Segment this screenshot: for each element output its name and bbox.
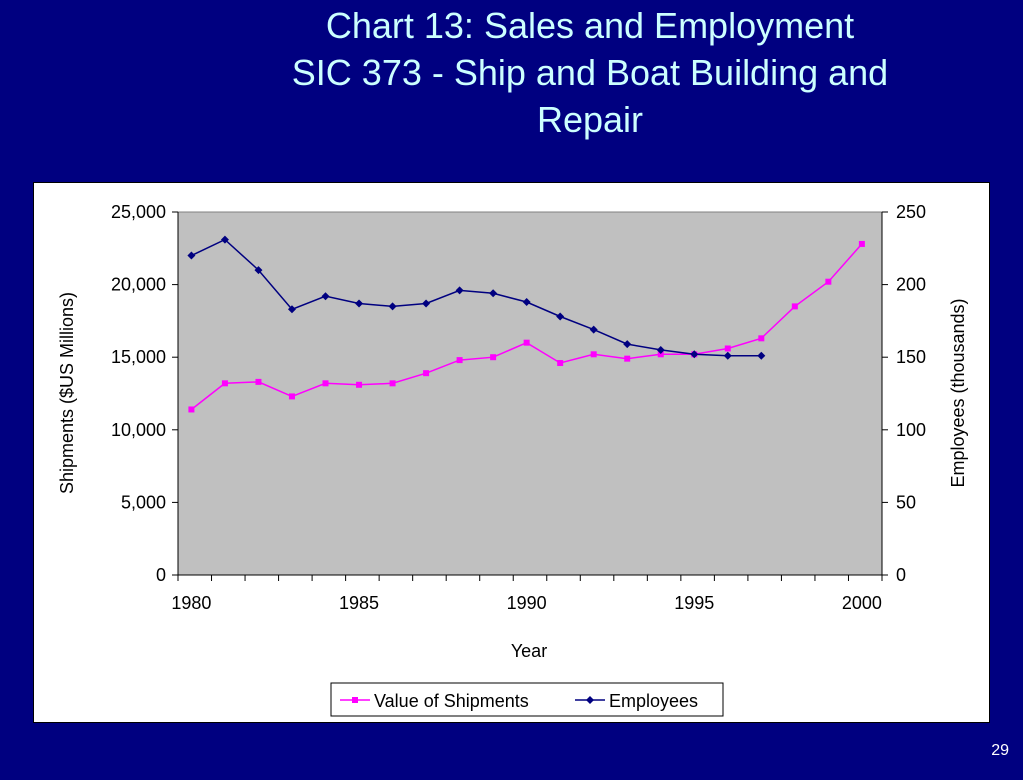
employees-data-point (254, 266, 263, 275)
y-left-tick-label: 25,000 (111, 202, 166, 222)
employees-data-point (656, 345, 665, 354)
employees-data-point (388, 302, 397, 311)
shipments-data-point (758, 335, 765, 342)
shipments-data-point (356, 381, 363, 388)
employees-data-point (220, 235, 229, 244)
y-left-tick-label: 0 (156, 565, 166, 585)
shipments-data-point (858, 240, 865, 247)
x-tick-label: 2000 (842, 593, 882, 613)
legend-shipments-label: Value of Shipments (374, 691, 529, 711)
employees-data-point (287, 305, 296, 314)
x-tick-label: 1980 (171, 593, 211, 613)
y-left-tick-label: 20,000 (111, 275, 166, 295)
shipments-data-point (724, 345, 731, 352)
employees-data-point (757, 351, 766, 360)
employees-data-point (589, 325, 598, 334)
axes: 0 5,000 10,000 15,000 20,000 25,000 0 50 100 150 2… (111, 202, 926, 613)
shipments-data-point (791, 303, 798, 310)
title-line-3: Repair (536, 99, 644, 140)
shipments-data-point (624, 355, 631, 362)
title-line-1: Chart 13: Sales and Employment (325, 5, 855, 46)
shipments-data-point (288, 393, 295, 400)
employees-data-point (623, 340, 632, 349)
sales-employment-chart: 0 5,000 10,000 15,000 20,000 25,000 0 50 100 150 2… (57, 202, 968, 717)
y-axis-left-label: Shipments ($US Millions) (57, 292, 77, 494)
title-line-2: SIC 373 - Ship and Boat Building and (291, 52, 889, 93)
employees-data-point (489, 289, 498, 298)
slide-title: Chart 13: Sales and Employment SIC 373 -… (180, 2, 1000, 143)
x-tick-label: 1985 (339, 593, 379, 613)
legend-shipments-marker (352, 697, 358, 703)
shipments-data-point (523, 339, 530, 346)
y-right-tick-label: 250 (896, 202, 926, 222)
employees-data-point (723, 351, 732, 360)
plot-area (177, 211, 883, 576)
x-tick-label: 1995 (674, 593, 714, 613)
shipments-data-point (322, 380, 329, 387)
employees-data-point (455, 286, 464, 295)
employees-data-point (187, 251, 196, 260)
shipments-data-point (255, 378, 262, 385)
employees-data-point (355, 299, 364, 308)
shipments-data-point (456, 357, 463, 364)
employees-data-point (556, 312, 565, 321)
employees-data-point (422, 299, 431, 308)
y-left-tick-label: 5,000 (121, 492, 166, 512)
shipments-data-point (221, 380, 228, 387)
y-right-tick-label: 50 (896, 492, 916, 512)
shipments-data-point (389, 380, 396, 387)
shipments-data-point (490, 354, 497, 361)
shipments-data-point (188, 406, 195, 413)
shipments-data-point (590, 351, 597, 358)
employees-data-point (690, 350, 699, 359)
y-left-tick-label: 10,000 (111, 420, 166, 440)
y-right-tick-label: 150 (896, 347, 926, 367)
y-axis-right-label: Employees (thousands) (948, 298, 968, 487)
legend-box (330, 682, 724, 717)
legend-employees-label: Employees (609, 691, 698, 711)
slide-number: 29 (991, 742, 1009, 759)
legend-employees-marker (586, 696, 594, 704)
y-right-tick-label: 200 (896, 275, 926, 295)
legend: Value of Shipments Employees (330, 682, 724, 717)
y-left-tick-label: 15,000 (111, 347, 166, 367)
x-axis-label: Year (511, 641, 547, 661)
chart-frame: 0 5,000 10,000 15,000 20,000 25,000 0 50 100 150 2… (33, 182, 990, 723)
y-right-tick-label: 100 (896, 420, 926, 440)
shipments-data-point (423, 370, 430, 377)
x-tick-label: 1990 (507, 593, 547, 613)
shipments-data-point (557, 360, 564, 367)
employees-data-point (522, 298, 531, 307)
shipments-data-point (657, 351, 664, 358)
y-right-tick-label: 0 (896, 565, 906, 585)
series-layer (187, 235, 865, 413)
employees-series-line (191, 238, 762, 357)
employees-data-point (321, 292, 330, 301)
shipments-data-point (825, 278, 832, 285)
